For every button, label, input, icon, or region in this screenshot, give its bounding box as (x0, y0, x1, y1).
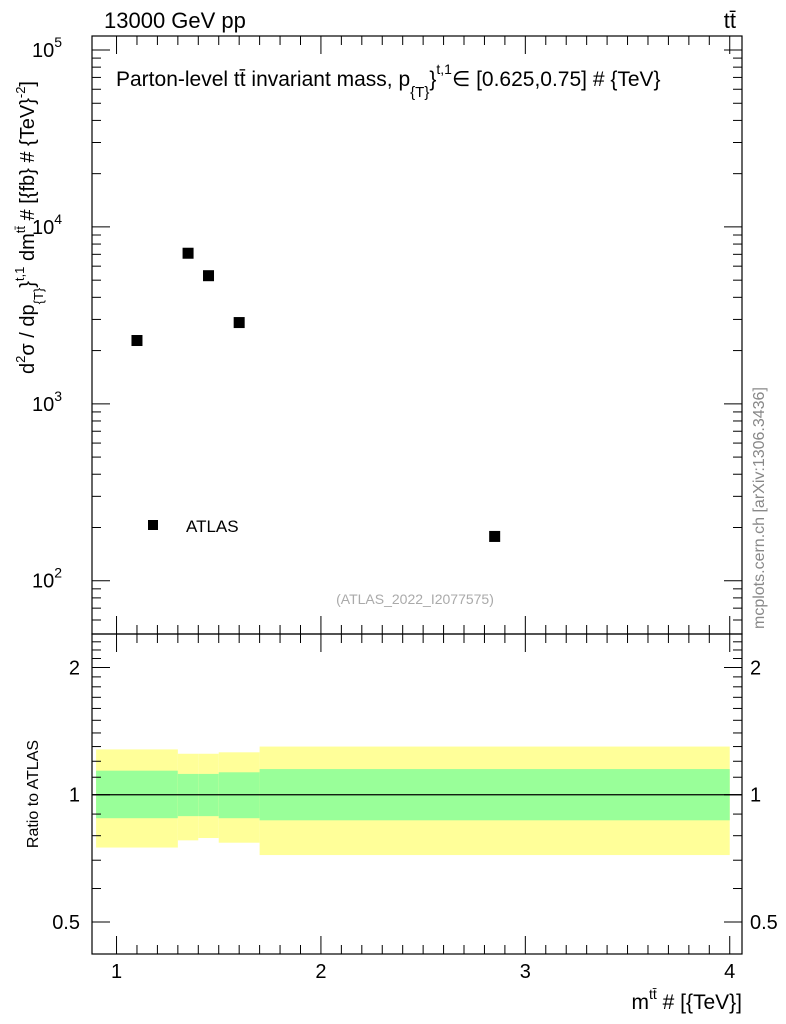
ylabel-sub-t: {T} (31, 287, 46, 304)
ylabel-dm: dm (17, 233, 39, 266)
xlabel-units: # [{TeV}] (657, 991, 742, 1014)
main-y-tick-label-1: 103 (32, 388, 62, 416)
x-tick-label-0: 1 (111, 961, 122, 983)
ylabel-sup-m2: -2 (13, 87, 28, 99)
ylabel-units: # [{fb} # {TeV} (17, 98, 39, 226)
ratio-bands (96, 746, 730, 856)
title-part-4: } (429, 68, 436, 91)
data-points (131, 247, 501, 542)
ratio-y-tick-label-left-1: 1 (69, 785, 80, 807)
xlabel-sup-tt: tt̄ (649, 986, 657, 1002)
ylabel-close: ] (17, 81, 39, 87)
x-tick-label-1: 2 (315, 961, 326, 983)
ratio-panel: 0.5 0.5 1 1 2 2 1 2 3 4 Ratio to ATLAS mtt̄ # [{… (25, 633, 778, 1014)
main-frame (91, 35, 743, 635)
energy-label: 13000 GeV pp (104, 8, 246, 33)
ylabel-sigma: σ / dp (17, 304, 39, 355)
ylabel-sup-2: 2 (13, 356, 28, 363)
watermark: mcplots.cern.ch [arXiv:1306.3436] (751, 387, 768, 629)
main-ticks (92, 36, 742, 635)
ratio-y-tick-label-left-2: 2 (69, 657, 80, 679)
ratio-ticks (92, 634, 742, 954)
main-title: Parton-level tt̄ invariant mass, p{T}}t,… (116, 61, 661, 101)
main-y-tick-label-2: 104 (32, 211, 62, 239)
title-range: ∈ [0.625,0.75] # {TeV} (452, 68, 661, 91)
main-y-axis-label: d2σ / dp{T}}t,1 dmtt̄ # [{fb} # {TeV}-2] (12, 81, 46, 374)
ylabel-d: d (17, 363, 39, 374)
x-axis-label: mtt̄ # [{TeV}] (631, 986, 742, 1014)
xlabel-m: m (631, 991, 649, 1014)
data-point-4 (489, 530, 501, 542)
title-sup-t1: t,1 (436, 61, 452, 77)
ylabel-brace: } (17, 281, 39, 288)
process-label: tt̄ (724, 8, 736, 33)
x-tick-label-2: 3 (520, 961, 531, 983)
title-part-1: t̄ (239, 68, 245, 91)
ratio-y-tick-label-right-1: 1 (750, 785, 761, 807)
main-panel: Parton-level tt̄ invariant mass, p{T}}t,… (12, 34, 743, 635)
ratio-y-tick-label-right-0: 0.5 (750, 912, 778, 934)
data-point-0 (131, 335, 143, 347)
ratio-y-tick-label-right-2: 2 (750, 657, 761, 679)
data-point-2 (203, 270, 215, 282)
title-part-0: Parton-level t (116, 68, 240, 91)
analysis-label: (ATLAS_2022_I2077575) (336, 591, 494, 607)
ylabel-sup-t1: t,1 (12, 267, 27, 281)
main-y-tick-label-0: 102 (32, 565, 62, 593)
ratio-y-axis-label: Ratio to ATLAS (25, 740, 42, 848)
title-part-2: invariant mass, p (246, 68, 411, 91)
x-tick-labels: 1 2 3 4 (111, 961, 735, 983)
title-sub-t: {T} (410, 84, 429, 101)
main-y-tick-label-3: 105 (32, 34, 62, 62)
legend-marker (148, 520, 158, 530)
legend-label: ATLAS (186, 517, 239, 536)
ratio-frame (91, 633, 743, 955)
data-point-3 (233, 317, 245, 329)
ratio-y-tick-labels: 0.5 0.5 1 1 2 2 (52, 657, 778, 934)
data-point-1 (182, 247, 194, 259)
main-y-tick-labels: 102 103 104 105 (32, 34, 62, 593)
x-tick-label-3: 4 (724, 961, 735, 983)
ylabel-sup-tt: tt̄ (13, 226, 28, 234)
ratio-y-tick-label-left-0: 0.5 (52, 912, 80, 934)
